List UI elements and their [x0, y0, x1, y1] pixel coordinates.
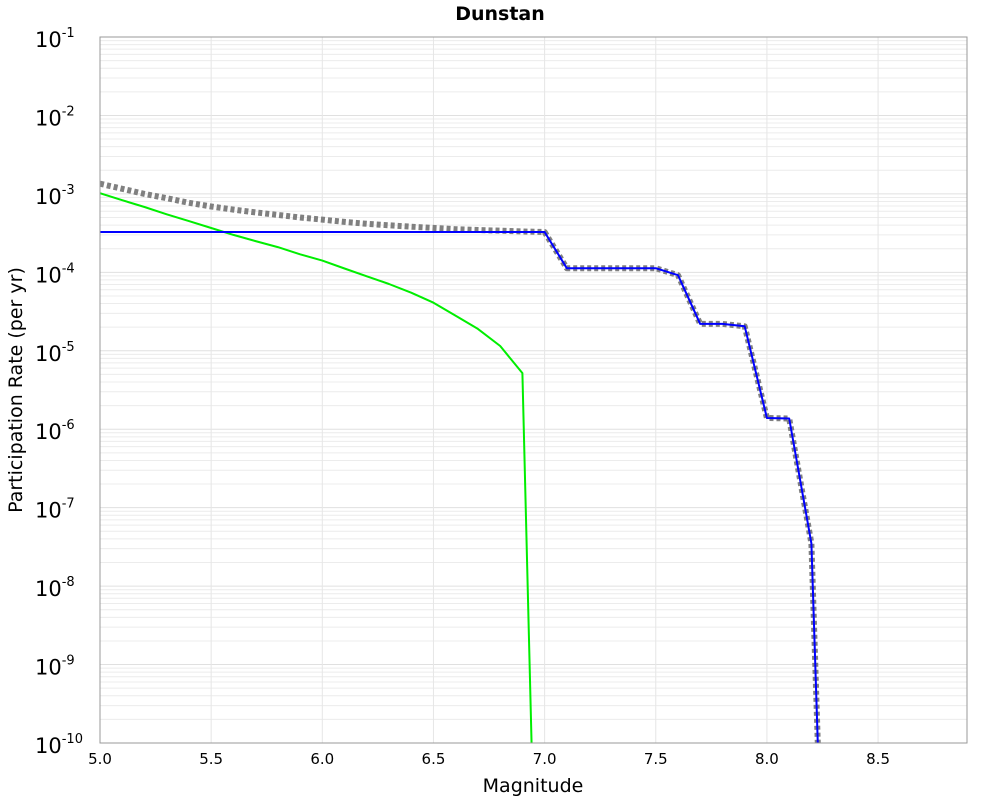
y-axis-label: Participation Rate (per yr) [5, 267, 27, 513]
y-tick-label: 10-9 [35, 654, 75, 680]
y-tick-label: 10-5 [35, 340, 75, 366]
plot-frame [99, 36, 968, 744]
y-tick-label: 10-6 [35, 418, 75, 444]
grid [99, 37, 967, 744]
x-tick-label: 5.0 [88, 750, 112, 768]
x-tick-label: 6.0 [310, 750, 334, 768]
y-tick-label: 10-4 [35, 261, 75, 287]
y-tick-label: 10-10 [35, 732, 83, 758]
x-axis-label: Magnitude [483, 775, 584, 797]
y-tick-label: 10-1 [35, 26, 75, 52]
y-tick-label: 10-2 [35, 104, 75, 130]
y-ticks: 10-1 10-2 10-3 10-4 10-5 10-6 10-7 10-8 10-9 10-1… [35, 26, 83, 758]
series-line-fault [100, 231, 819, 743]
x-tick-label: 8.0 [755, 750, 779, 768]
y-tick-label: 10-8 [35, 575, 75, 601]
x-tick-label: 7.0 [533, 750, 557, 768]
x-tick-label: 6.5 [422, 750, 446, 768]
x-tick-label: 5.5 [199, 750, 223, 768]
y-tick-label: 10-3 [35, 183, 75, 209]
y-tick-label: 10-7 [35, 497, 75, 523]
chart-title: Dunstan [455, 3, 545, 25]
x-tick-label: 7.5 [644, 750, 668, 768]
x-tick-label: 8.5 [866, 750, 890, 768]
series-layer [100, 180, 821, 743]
x-ticks: 5.0 5.5 6.0 6.5 7.0 7.5 8.0 8.5 [88, 750, 890, 768]
series-line-background [100, 192, 533, 743]
